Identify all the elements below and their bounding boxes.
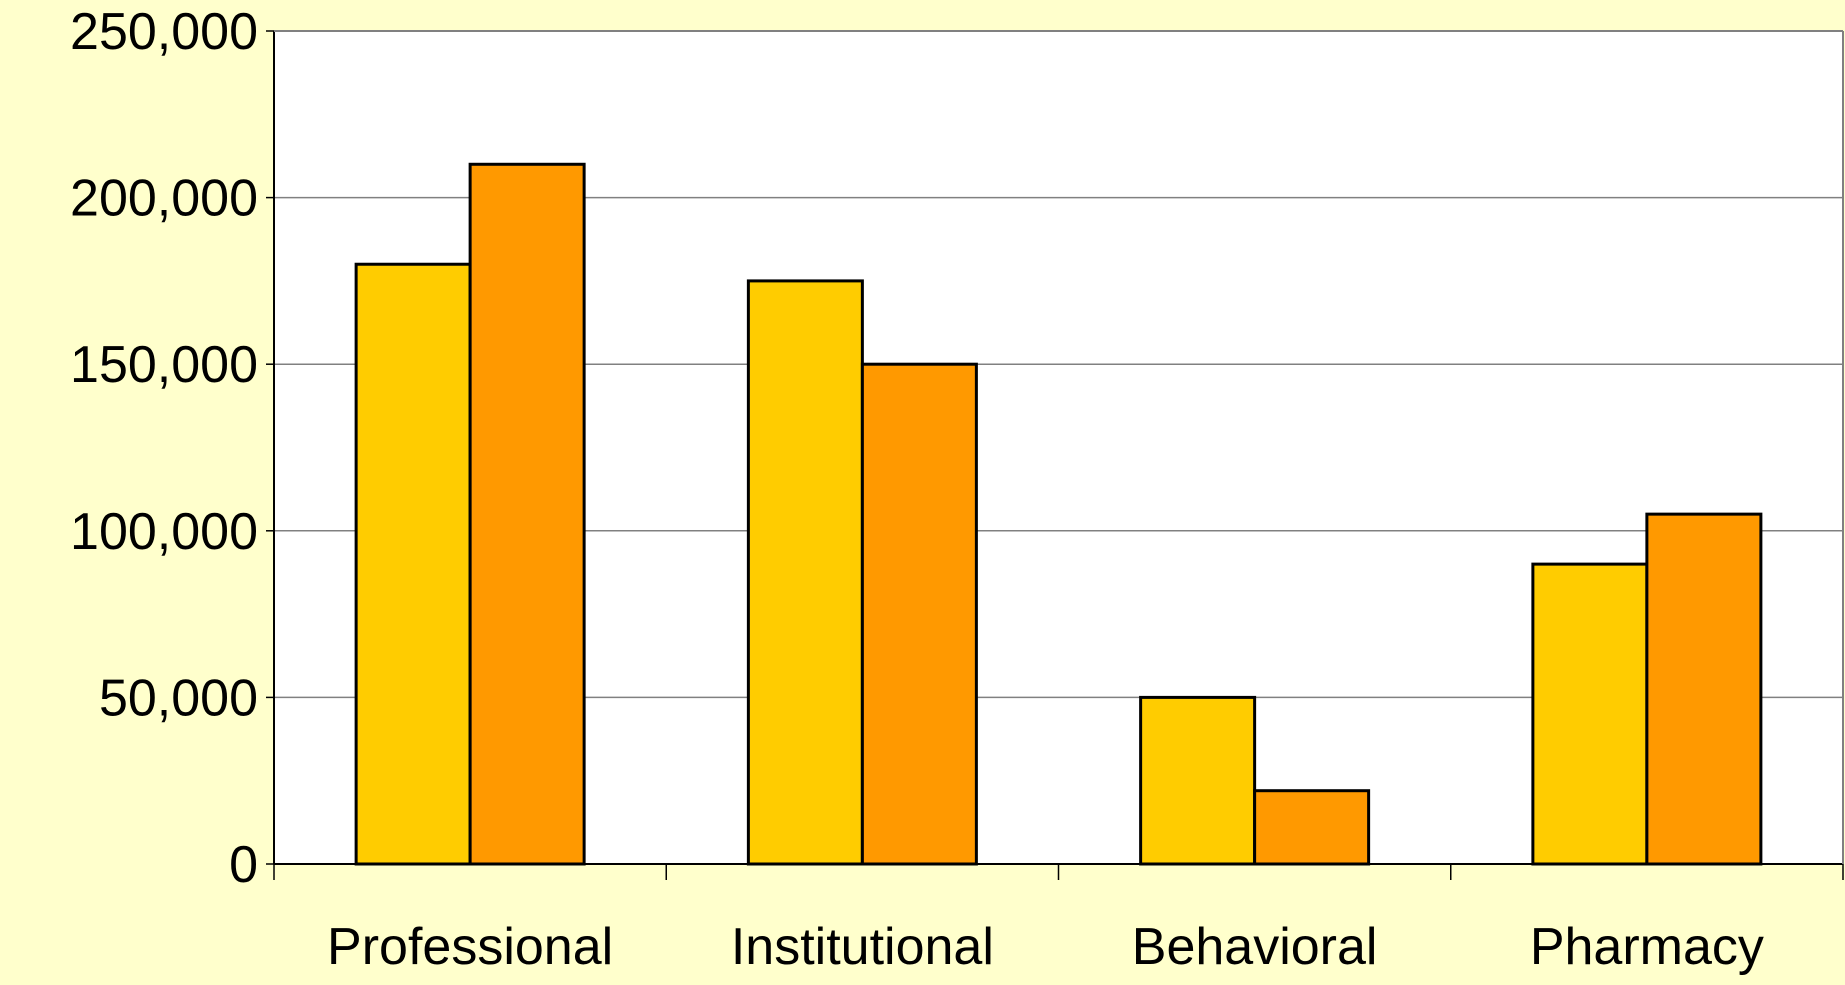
y-tick-label: 150,000 — [70, 336, 258, 394]
bar-professional-series-2 — [468, 162, 586, 866]
x-category-label: Behavioral — [1132, 918, 1378, 976]
bar-behavioral-series-1 — [1139, 695, 1257, 866]
bar-professional-series-1 — [354, 262, 472, 866]
y-tick-label: 50,000 — [99, 669, 258, 727]
bar-pharmacy-series-1 — [1531, 562, 1649, 866]
bar-pharmacy-series-2 — [1645, 512, 1763, 866]
axes — [273, 30, 1844, 880]
x-category-label: Professional — [327, 918, 613, 976]
bar-behavioral-series-2 — [1253, 789, 1371, 866]
bar-institutional-series-2 — [860, 362, 978, 866]
bars — [354, 162, 1763, 866]
y-tick-label: 0 — [229, 836, 258, 894]
y-tick-label: 200,000 — [70, 170, 258, 228]
y-tick-label: 250,000 — [70, 3, 258, 61]
x-category-label: Pharmacy — [1530, 918, 1764, 976]
y-tick-label: 100,000 — [70, 503, 258, 561]
x-category-label: Institutional — [731, 918, 994, 976]
axis-labels: 0 50,000 100,000 150,000 200,000 250,000 Profe… — [70, 3, 1764, 976]
bar-institutional-series-1 — [746, 279, 864, 866]
